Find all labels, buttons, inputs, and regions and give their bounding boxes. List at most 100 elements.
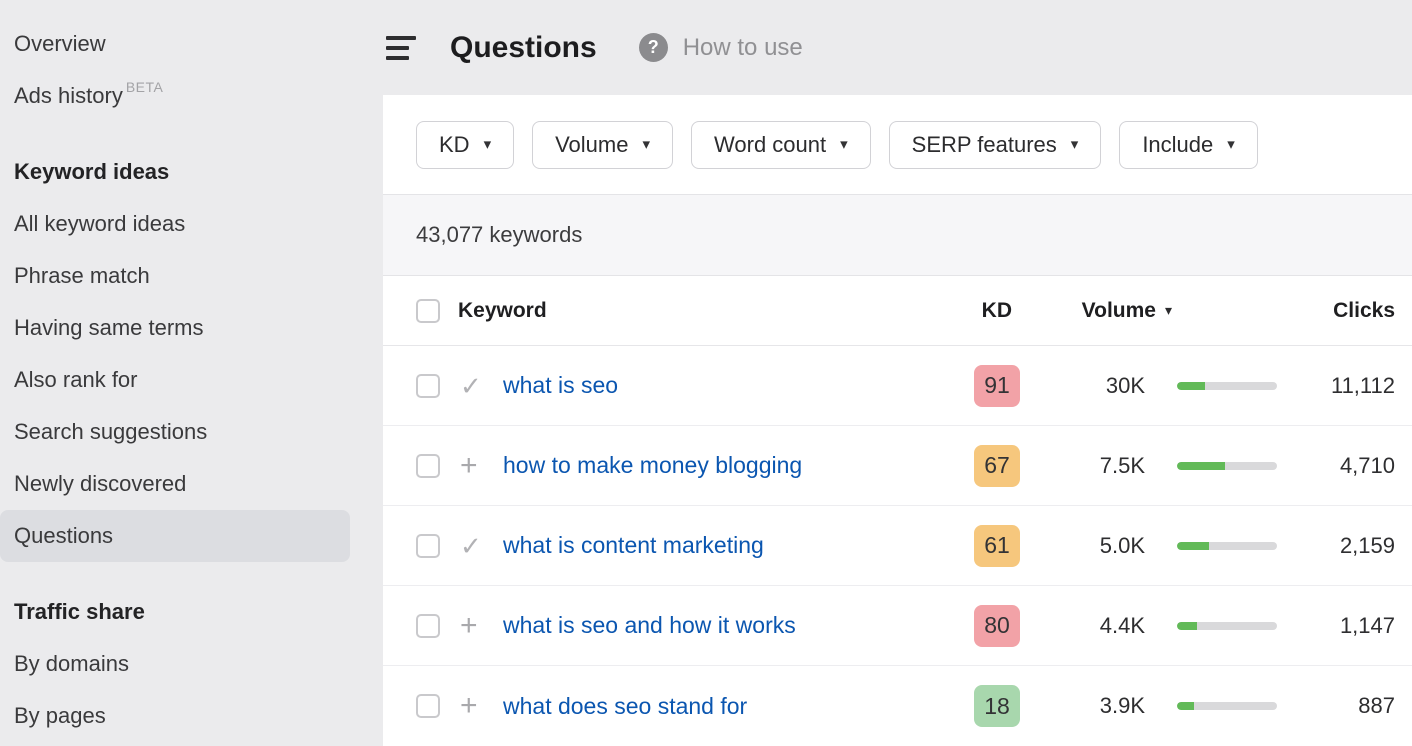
filter-button-kd[interactable]: KD ▾ [416,120,515,169]
add-plus-icon[interactable]: + [460,689,478,722]
volume-value: 4.4K [1099,612,1145,638]
filters-bar: KD ▾ Volume ▾ Word count ▾ SERP features… [383,95,1412,194]
volume-value: 5.0K [1099,532,1145,558]
page-title: Questions [450,30,597,64]
kd-badge: 80 [974,604,1020,647]
row-checkbox[interactable] [416,613,440,638]
sidebar-item-label: Search suggestions [14,419,208,444]
clicks-bar-fill [1177,541,1209,550]
sidebar-item-label: By pages [14,703,106,728]
clicks-value: 887 [1358,693,1395,718]
added-check-icon[interactable]: ✓ [460,370,482,401]
column-header-kd[interactable]: KD [981,298,1012,322]
column-header-volume[interactable]: Volume ▾ [1081,298,1172,322]
sidebar-item-label: Keyword ideas [14,159,170,184]
sidebar-item-label: Questions [14,523,114,548]
kd-badge: 67 [974,444,1020,487]
sidebar-item-all-keyword-ideas[interactable]: All keyword ideas [0,198,350,250]
volume-value: 30K [1105,372,1145,398]
sidebar-item-phrase-match[interactable]: Phrase match [0,250,350,302]
sidebar-item-traffic-share: Traffic share [0,586,350,638]
sidebar-item-label: Newly discovered [14,471,187,496]
keyword-link[interactable]: how to make money blogging [503,452,803,478]
sort-desc-icon: ▾ [1164,302,1172,318]
how-to-use-link[interactable]: How to use [682,33,803,61]
clicks-value: 4,710 [1339,452,1395,478]
table-row: + how to make money blogging 67 7.5K 4,7… [383,426,1412,506]
sidebar-item-search-suggestions[interactable]: Search suggestions [0,406,350,458]
beta-badge: BETA [125,79,164,95]
sidebar-item-label: By domains [14,651,129,676]
page-header: Questions ? How to use [383,0,1412,95]
clicks-bar [1177,702,1277,710]
table-row: + what is seo and how it works 80 4.4K 1… [383,586,1412,666]
keyword-link[interactable]: what is content marketing [503,532,764,558]
table-body: ✓ what is seo 91 30K 11,112 + how to mak… [383,346,1412,746]
table-row: + what does seo stand for 18 3.9K 887 [383,666,1412,746]
row-checkbox[interactable] [416,533,440,558]
sidebar-item-label: Having same terms [14,315,204,340]
sidebar-item-by-pages[interactable]: By pages [0,690,350,742]
clicks-bar [1177,461,1277,470]
sidebar-item-overview[interactable]: Overview [0,18,350,70]
row-checkbox[interactable] [416,373,440,398]
sidebar-item-newly-discovered[interactable]: Newly discovered [0,458,350,510]
help-icon[interactable]: ? [638,33,668,62]
column-header-keyword[interactable]: Keyword [458,298,547,322]
chevron-down-icon: ▾ [642,136,651,153]
sidebar-item-keyword-ideas: Keyword ideas [0,146,350,198]
sidebar-nav: Overview Ads history BETA Keyword ideas … [0,0,383,746]
volume-value: 7.5K [1099,452,1145,478]
sidebar-item-by-domains[interactable]: By domains [0,638,350,690]
menu-icon[interactable] [386,35,416,60]
clicks-bar [1177,621,1277,630]
sidebar-item-questions[interactable]: Questions [0,510,350,562]
sidebar-item-label: Traffic share [14,599,145,624]
column-header-clicks[interactable]: Clicks [1333,298,1395,322]
added-check-icon[interactable]: ✓ [460,530,482,561]
clicks-value: 2,159 [1339,532,1395,558]
filter-button-serp-features[interactable]: SERP features ▾ [888,120,1102,169]
table-row: ✓ what is content marketing 61 5.0K 2,15… [383,506,1412,586]
keyword-link[interactable]: what is seo [503,372,619,398]
row-checkbox[interactable] [416,694,440,718]
main-area: Questions ? How to use KD ▾ Volume ▾ Wor… [383,0,1412,746]
add-plus-icon[interactable]: + [460,448,478,482]
clicks-bar-fill [1177,702,1194,710]
row-checkbox[interactable] [416,453,440,478]
table-header: Keyword KD Volume ▾ Clicks [383,276,1412,346]
volume-value: 3.9K [1099,693,1145,718]
results-count: 43,077 keywords [416,222,583,247]
clicks-value: 11,112 [1330,372,1395,398]
kd-badge: 61 [974,524,1020,567]
sidebar-item-label: Ads history [14,83,123,108]
sidebar-item-label: Also rank for [14,367,138,392]
content: KD ▾ Volume ▾ Word count ▾ SERP features… [383,95,1412,746]
chevron-down-icon: ▾ [840,136,848,153]
chevron-down-icon: ▾ [1070,136,1079,153]
clicks-bar-fill [1177,461,1225,470]
sidebar-item-also-rank-for[interactable]: Also rank for [0,354,350,406]
sidebar-item-having-same-terms[interactable]: Having same terms [0,302,350,354]
sidebar-item-label: Phrase match [14,263,150,288]
chevron-down-icon: ▾ [1227,136,1235,153]
clicks-bar [1177,541,1277,550]
clicks-bar-fill [1177,621,1197,630]
filter-button-volume[interactable]: Volume ▾ [532,120,674,169]
kd-badge: 18 [974,685,1020,727]
clicks-value: 1,147 [1339,612,1395,638]
clicks-bar-fill [1177,381,1205,390]
kd-badge: 91 [974,364,1020,407]
chevron-down-icon: ▾ [483,136,492,153]
filter-button-word-count[interactable]: Word count ▾ [691,120,871,169]
results-count-band: 43,077 keywords [383,194,1412,276]
table-row: ✓ what is seo 91 30K 11,112 [383,346,1412,426]
filter-button-include[interactable]: Include ▾ [1119,120,1258,169]
select-all-checkbox[interactable] [416,298,440,323]
sidebar-item-ads-history[interactable]: Ads history BETA [0,70,350,122]
keyword-link[interactable]: what is seo and how it works [503,612,796,638]
clicks-bar [1177,381,1277,390]
keyword-link[interactable]: what does seo stand for [503,692,748,719]
add-plus-icon[interactable]: + [460,608,478,642]
